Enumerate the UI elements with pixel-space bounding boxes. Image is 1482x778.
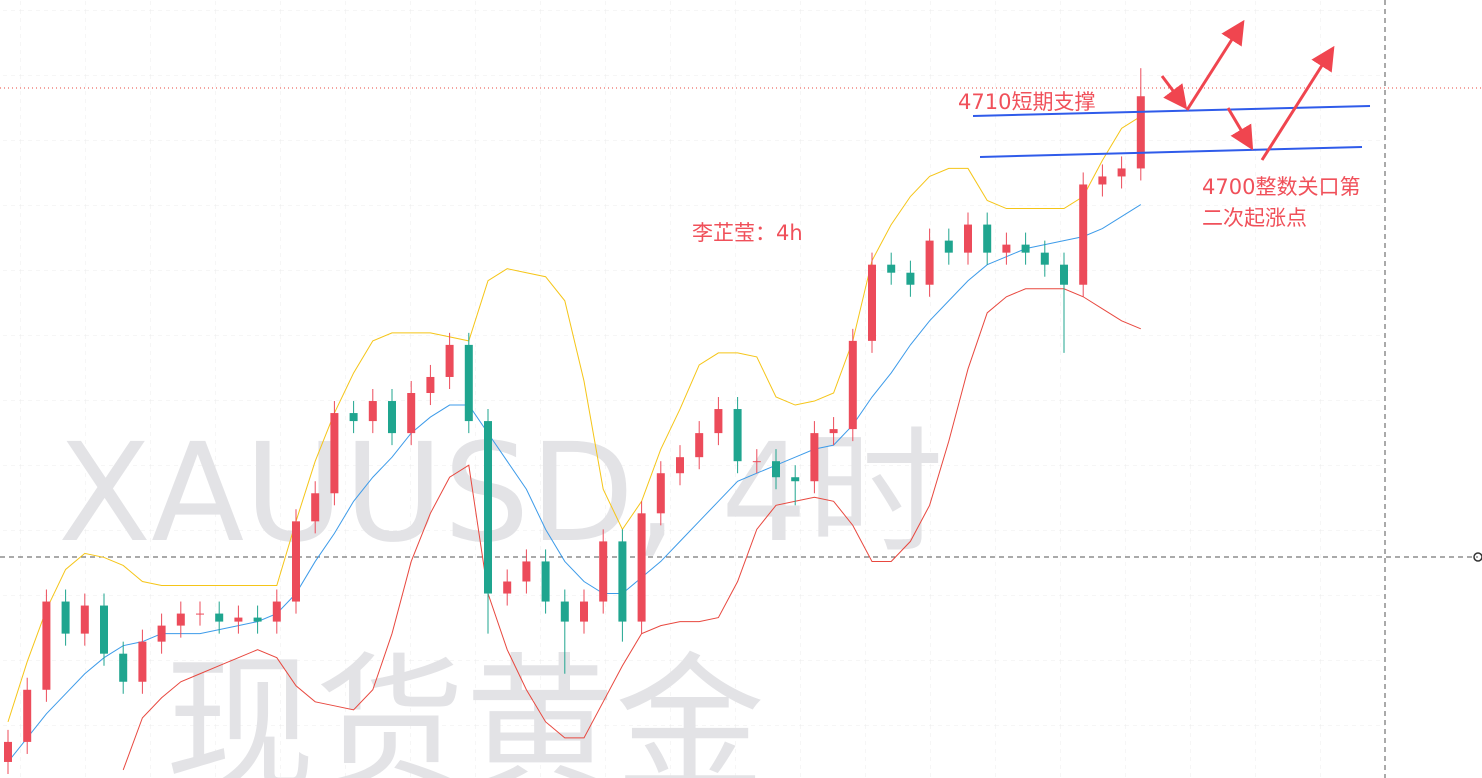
- candle-body: [426, 376, 435, 394]
- candle-body: [714, 409, 723, 434]
- candle-body: [810, 433, 819, 482]
- annotation: 二次起涨点: [1202, 206, 1307, 230]
- candle-body: [407, 393, 416, 434]
- candle-body: [1136, 96, 1145, 169]
- band-line: [7, 204, 1142, 763]
- arrow: [1226, 107, 1254, 151]
- candle-body: [330, 413, 339, 494]
- candle-body: [676, 457, 684, 474]
- arrow: [1185, 19, 1245, 111]
- candle-body: [1060, 264, 1068, 285]
- candle-body: [964, 224, 972, 253]
- candle-body: [157, 625, 166, 642]
- candle-body: [983, 224, 992, 253]
- band-line: [7, 115, 1142, 723]
- candle-body: [906, 272, 915, 285]
- candle-body: [42, 601, 51, 690]
- candle-body: [522, 561, 531, 582]
- candle-body: [887, 264, 896, 273]
- candle-body: [752, 461, 761, 463]
- candle-body: [618, 541, 627, 622]
- candle-body: [829, 429, 838, 434]
- candle-body: [656, 473, 665, 514]
- candle-body: [1079, 184, 1088, 285]
- candle-body: [484, 421, 492, 594]
- candle-body: [637, 513, 646, 622]
- watermark-name: 现货黄金: [165, 640, 765, 778]
- band-line: [122, 288, 1141, 771]
- candle-body: [868, 264, 876, 341]
- support-line: [979, 146, 1363, 158]
- candle-body: [1040, 252, 1049, 265]
- candle-body: [599, 541, 608, 602]
- arrow: [1260, 45, 1335, 161]
- candle-body: [772, 461, 780, 478]
- candle-body: [4, 741, 12, 762]
- support-line: [972, 105, 1371, 117]
- candle-body: [1021, 244, 1030, 253]
- candle-body: [944, 240, 953, 253]
- candle-body: [80, 605, 89, 634]
- candle-body: [368, 401, 377, 422]
- candle-body: [733, 409, 742, 462]
- candle-body: [272, 601, 281, 622]
- candle-body: [1098, 176, 1107, 185]
- candle-body: [349, 413, 358, 422]
- candle-body: [196, 613, 204, 615]
- candle-body: [925, 240, 934, 285]
- candle-body: [100, 605, 108, 654]
- candle-body: [138, 641, 147, 682]
- candle-body: [1117, 168, 1126, 177]
- candle-body: [234, 617, 243, 622]
- watermark-layer: XAUUSD, 4时 现货黄金: [58, 415, 943, 778]
- candle-body: [445, 344, 454, 377]
- candle-body: [791, 477, 800, 482]
- drawings: 4710短期支撑 4700整数关口第 二次起涨点 李芷莹：4h: [692, 19, 1371, 245]
- candle-body: [292, 521, 300, 602]
- candle-body: [119, 653, 128, 682]
- candle-body: [253, 617, 262, 622]
- candle-body: [23, 689, 32, 742]
- annotation: 李芷莹：4h: [692, 221, 803, 245]
- candle-body: [1002, 244, 1011, 253]
- candle-body: [560, 601, 569, 622]
- candle-body: [503, 581, 512, 594]
- candle-body: [464, 344, 473, 422]
- candle-body: [311, 493, 320, 522]
- candle-body: [695, 433, 704, 458]
- grid: [0, 0, 1385, 778]
- crosshair-icon: [1473, 552, 1482, 562]
- candle-body: [541, 561, 550, 602]
- candle-body: [215, 613, 224, 622]
- arrow: [1160, 75, 1188, 110]
- annotation: 4710短期支撑: [958, 90, 1095, 114]
- annotation: 4700整数关口第: [1202, 175, 1360, 199]
- candle-body: [580, 601, 588, 622]
- candle-body: [848, 340, 857, 430]
- candle-body: [61, 601, 70, 634]
- candle-body: [176, 613, 185, 626]
- watermark-symbol: XAUUSD, 4时: [58, 415, 943, 573]
- plot: [4, 68, 1145, 774]
- candle-body: [388, 401, 396, 434]
